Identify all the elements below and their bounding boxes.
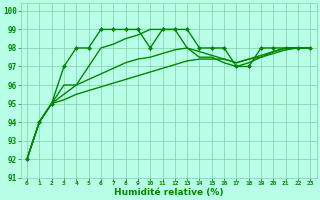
- X-axis label: Humidité relative (%): Humidité relative (%): [114, 188, 223, 197]
